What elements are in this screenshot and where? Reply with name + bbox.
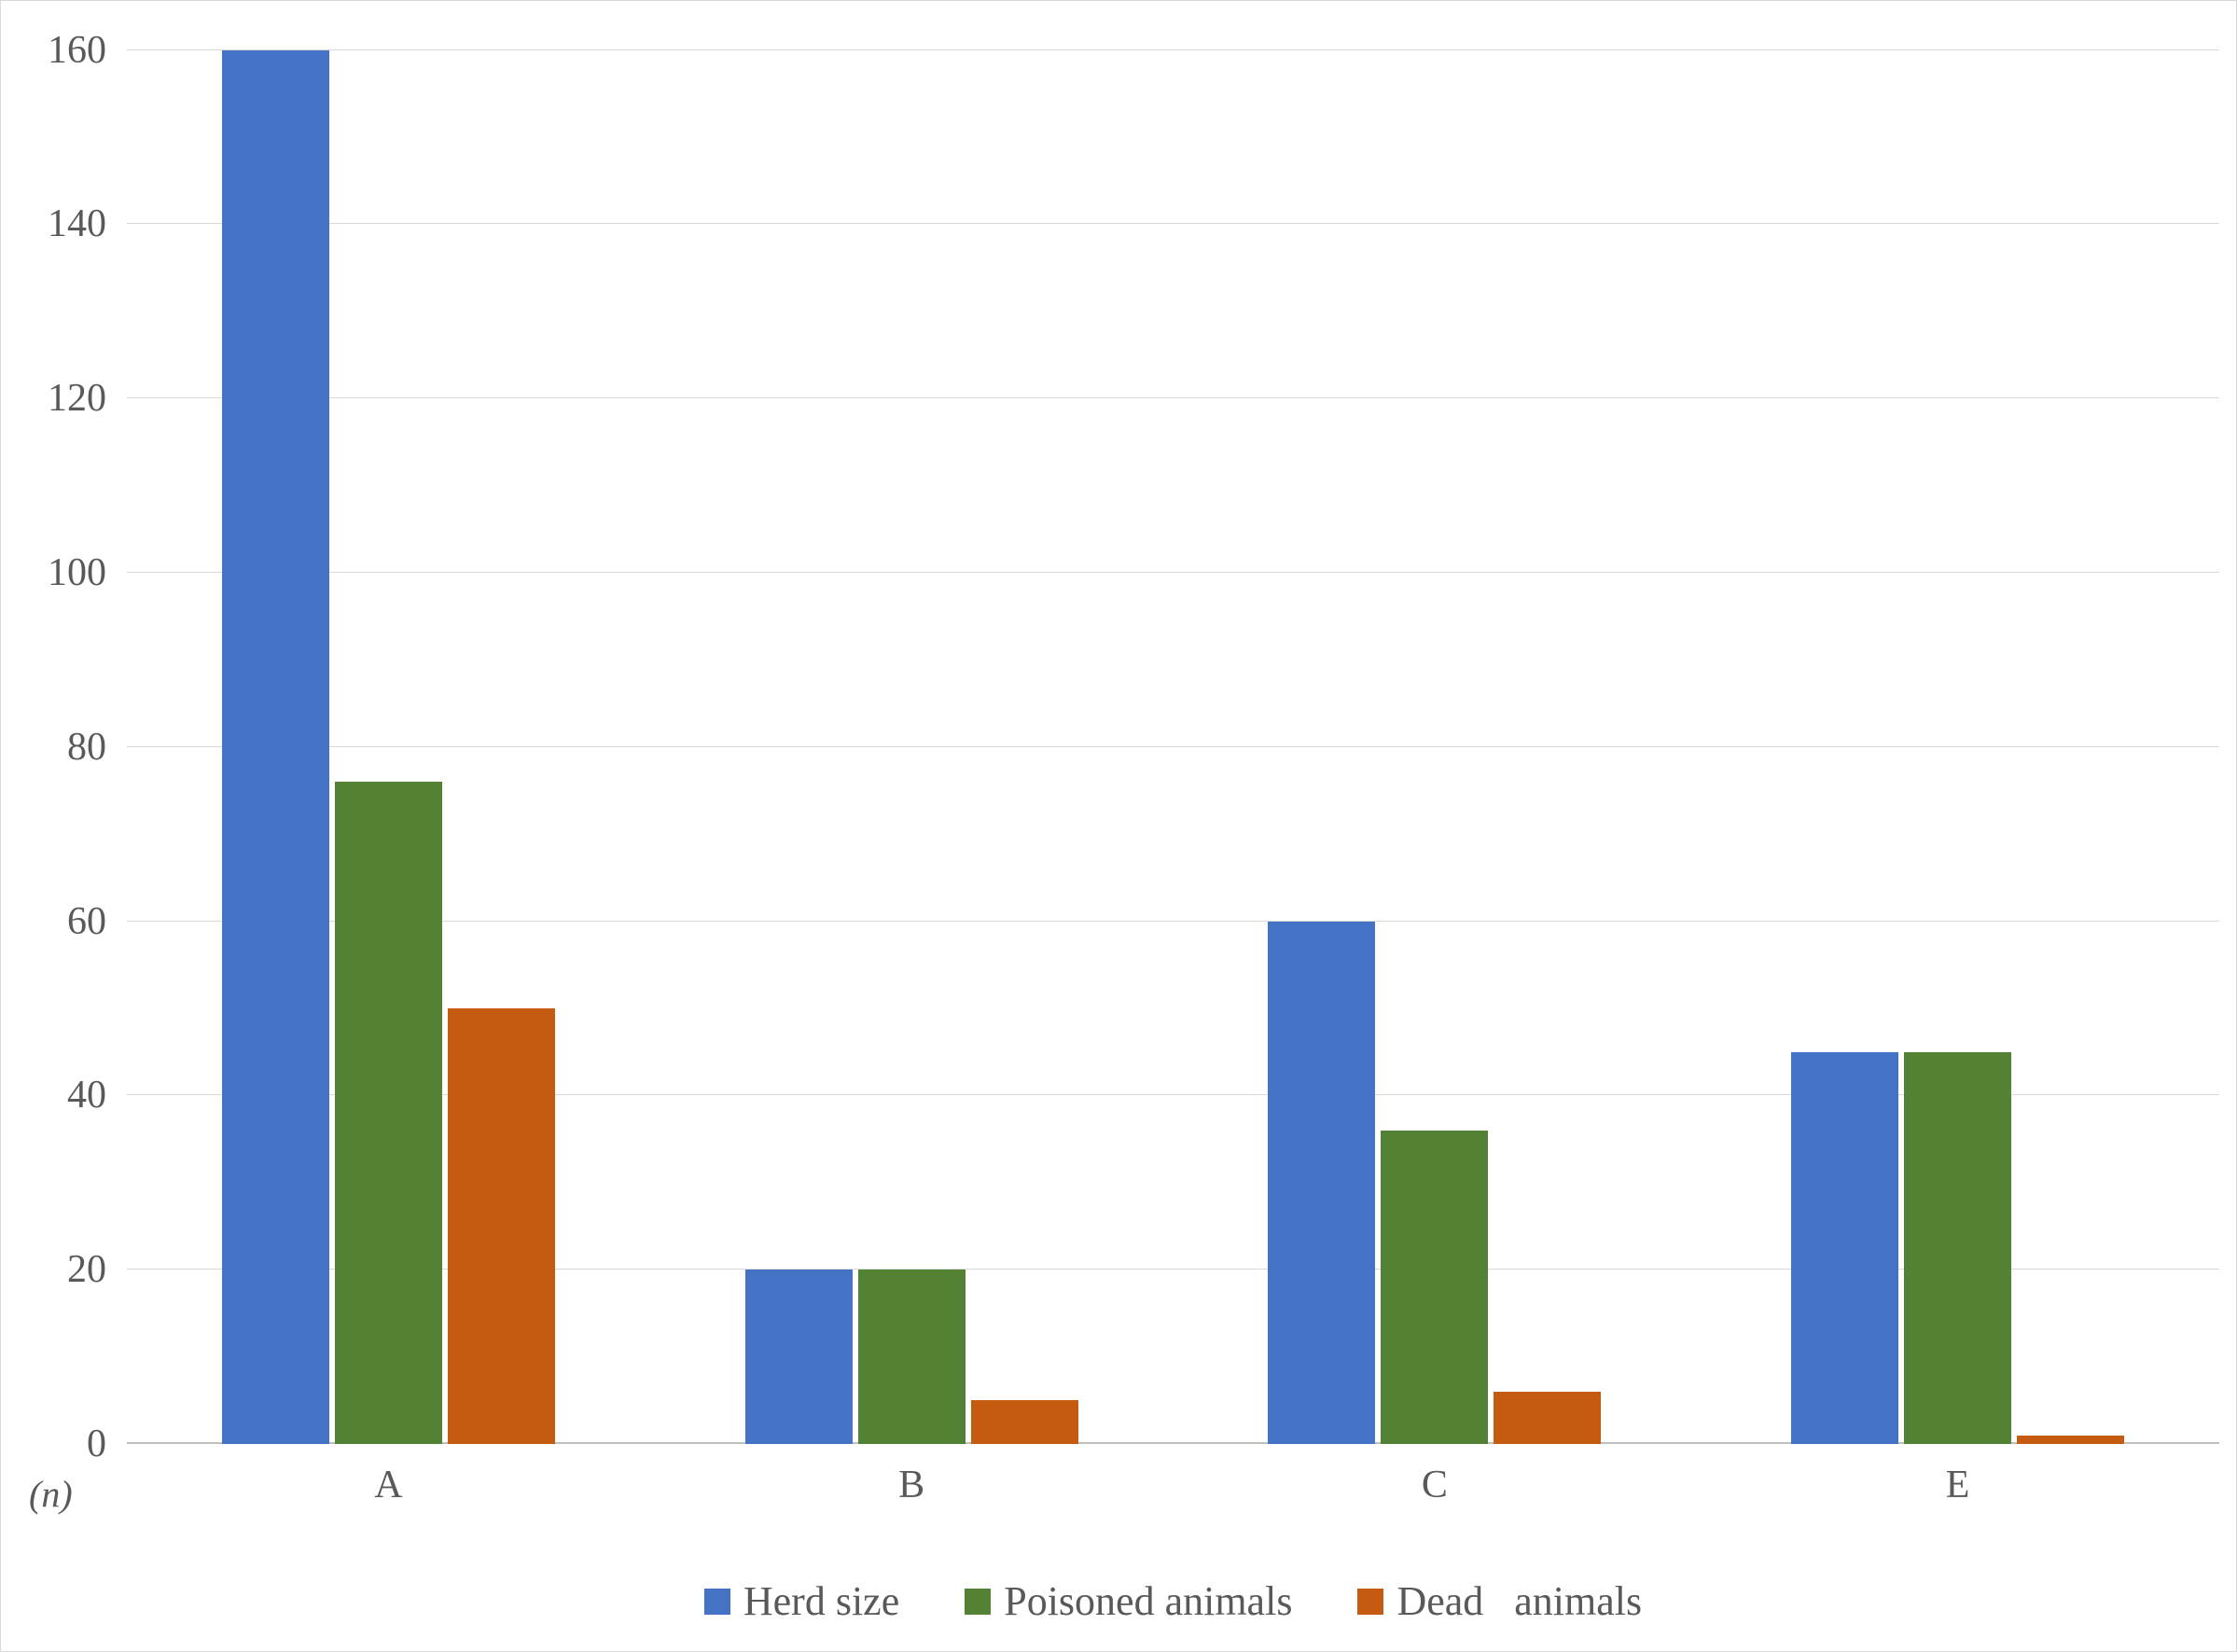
- legend-label: Dead animals: [1396, 1577, 1642, 1625]
- bar: [858, 1270, 966, 1444]
- bar: [335, 782, 442, 1444]
- gridline: [127, 746, 2219, 747]
- y-tick-label: 160: [1, 28, 106, 73]
- bar-chart: 0 20 40 60 80 100 120 140 160 A B C E (n) Herd size…: [0, 0, 2237, 1652]
- y-tick-label: 60: [1, 899, 106, 944]
- bar: [222, 50, 329, 1444]
- x-tick-label: C: [1422, 1463, 1448, 1507]
- gridline: [127, 223, 2219, 224]
- gridline: [127, 572, 2219, 573]
- bar: [1268, 922, 1375, 1444]
- bar: [2017, 1436, 2124, 1444]
- x-tick-label: B: [898, 1463, 924, 1507]
- legend: Herd size Poisoned animals Dead animals: [127, 1577, 2219, 1625]
- legend-label: Herd size: [743, 1577, 899, 1625]
- y-tick-label: 120: [1, 376, 106, 421]
- bar: [745, 1270, 853, 1444]
- y-tick-label: 100: [1, 550, 106, 595]
- legend-swatch: [965, 1589, 991, 1615]
- x-tick-label: A: [374, 1463, 402, 1507]
- y-tick-label: 20: [1, 1247, 106, 1292]
- bar: [1904, 1052, 2011, 1444]
- x-tick-label: E: [1946, 1463, 1970, 1507]
- y-axis-title: (n): [29, 1472, 73, 1516]
- bar: [1494, 1392, 1601, 1444]
- plot-area: [127, 33, 2219, 1444]
- legend-item: Herd size: [704, 1577, 899, 1625]
- y-tick-label: 0: [1, 1422, 106, 1466]
- gridline: [127, 49, 2219, 50]
- bar: [448, 1008, 555, 1444]
- bar: [1791, 1052, 1898, 1444]
- gridline: [127, 397, 2219, 398]
- y-tick-label: 40: [1, 1073, 106, 1118]
- y-tick-label: 140: [1, 201, 106, 246]
- legend-swatch: [704, 1589, 730, 1615]
- legend-swatch: [1357, 1589, 1383, 1615]
- y-tick-label: 80: [1, 725, 106, 770]
- bar: [971, 1400, 1078, 1444]
- bar: [1381, 1131, 1488, 1444]
- legend-item: Dead animals: [1357, 1577, 1642, 1625]
- legend-label: Poisoned animals: [1004, 1577, 1292, 1625]
- legend-item: Poisoned animals: [965, 1577, 1292, 1625]
